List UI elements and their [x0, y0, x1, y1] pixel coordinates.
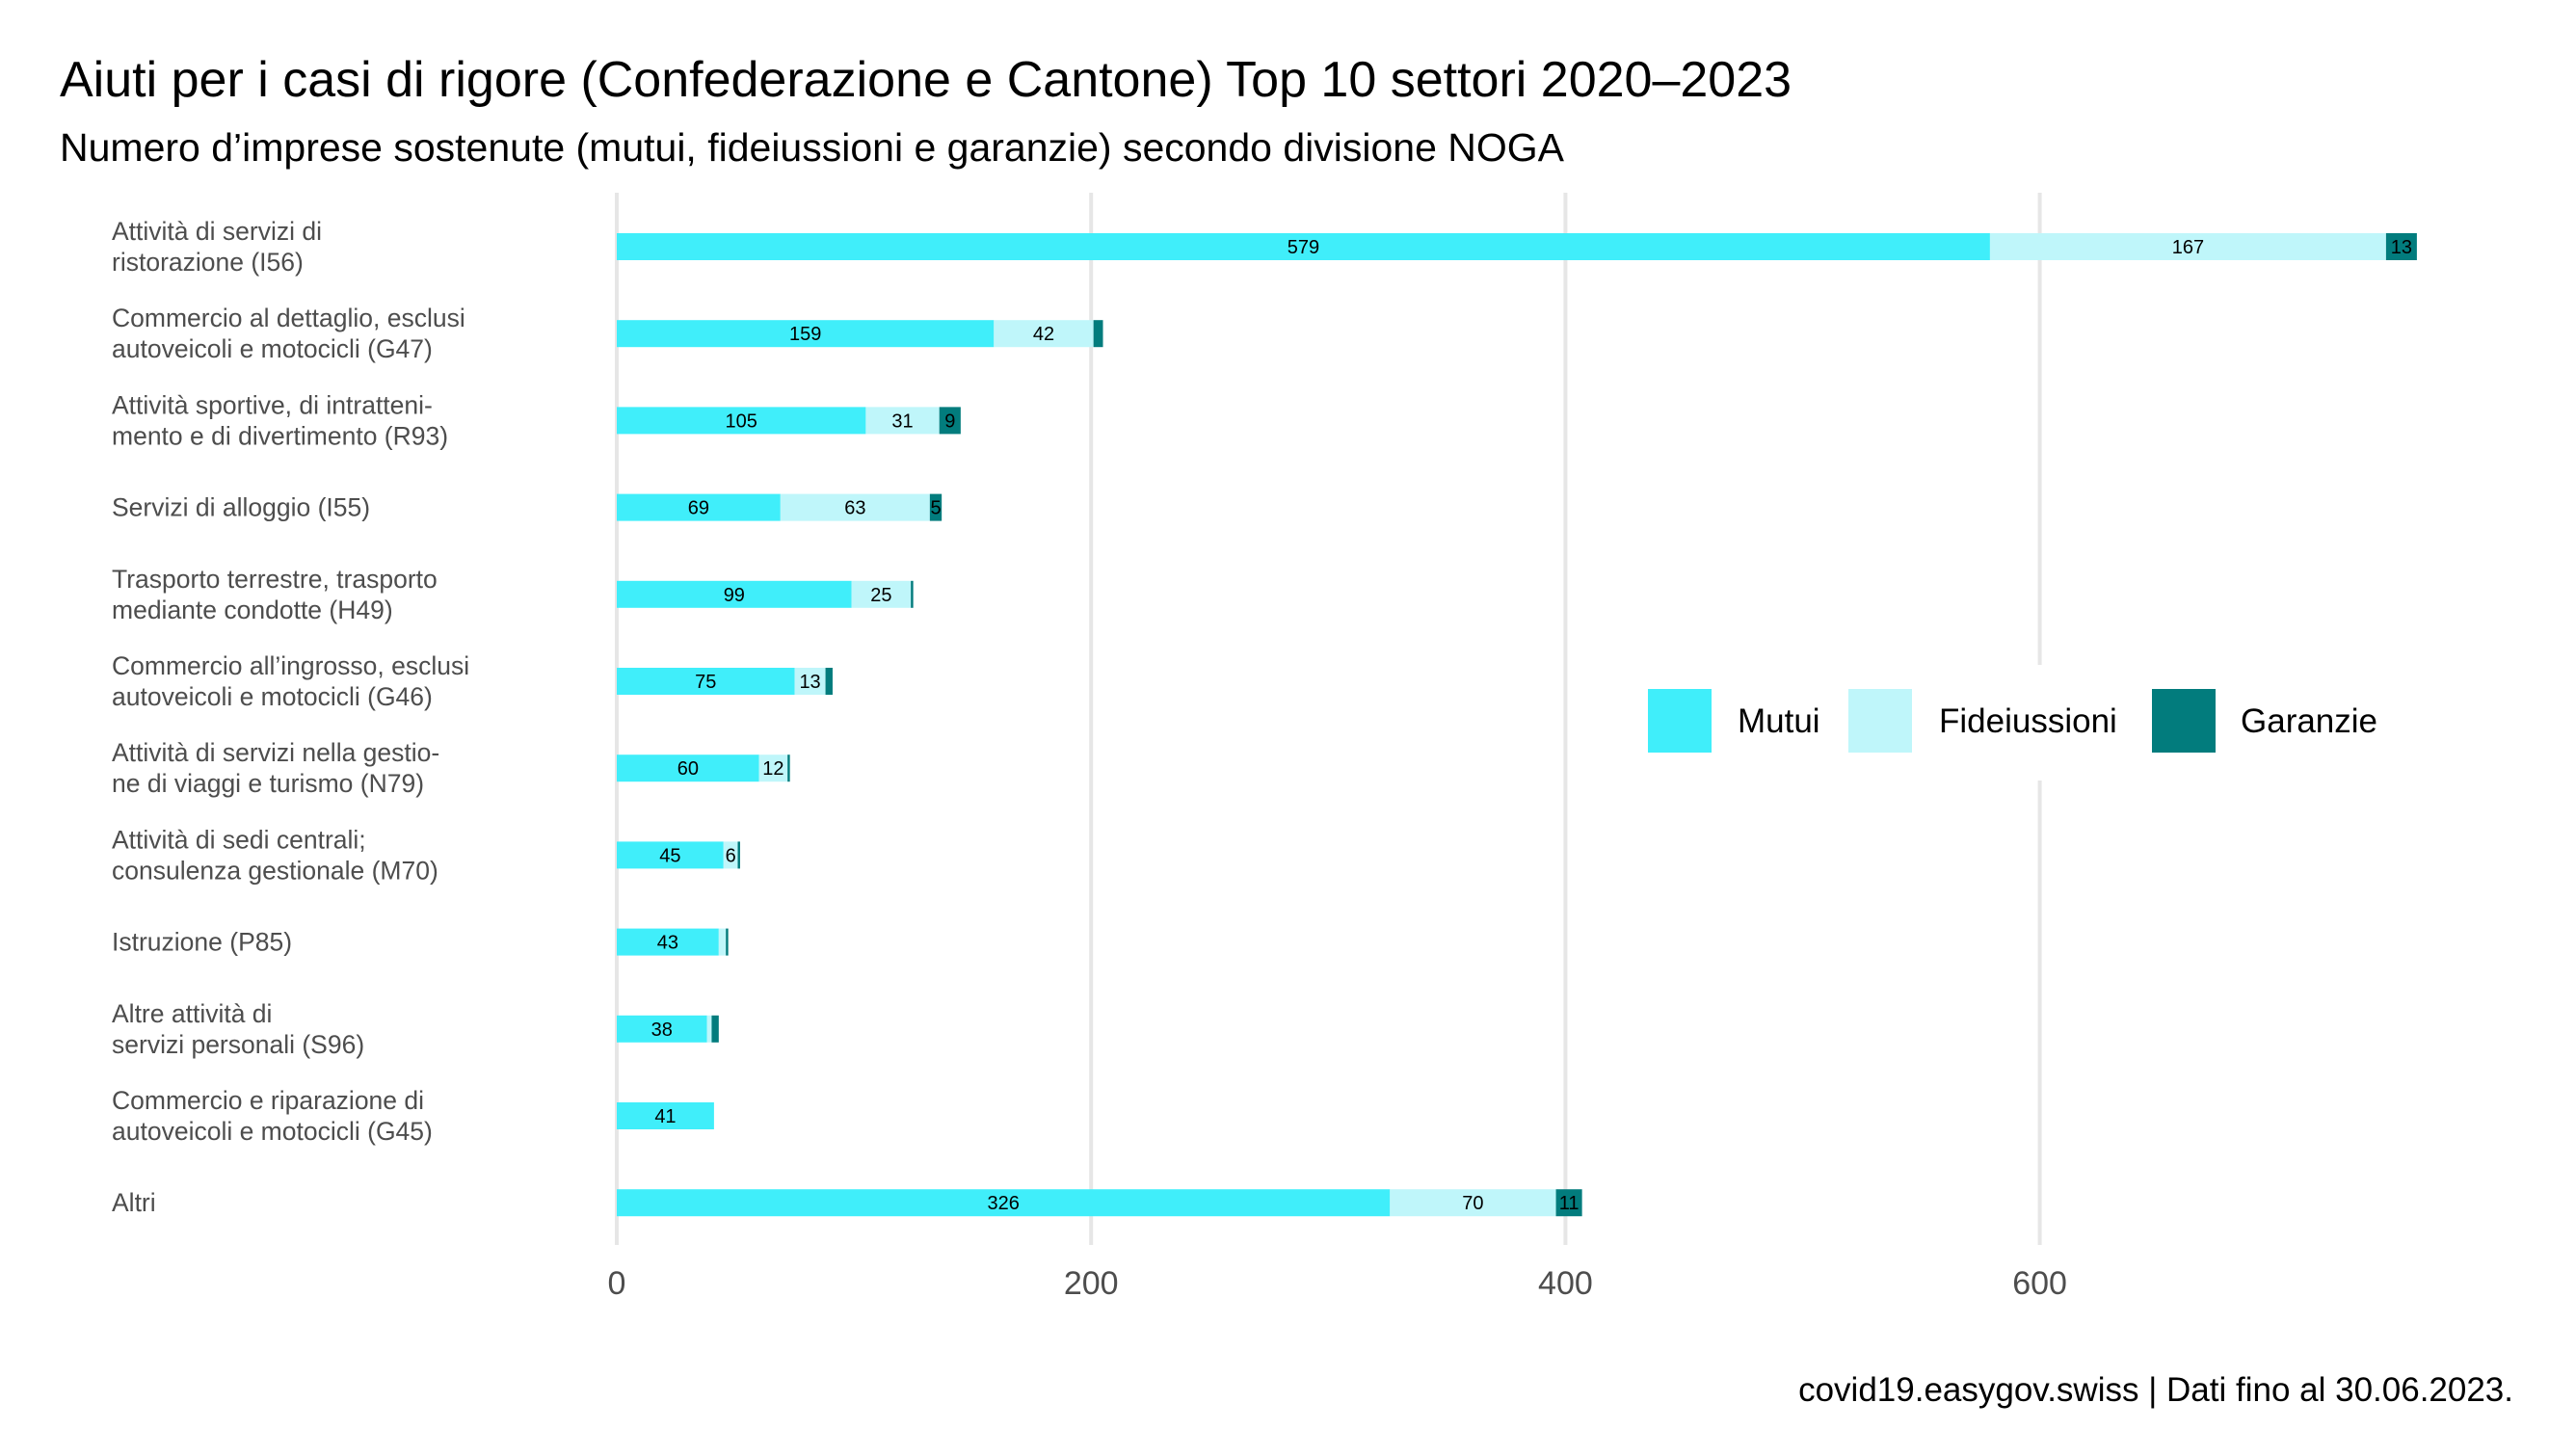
bar-label-mutui-2: 105	[726, 410, 757, 432]
bar-garanzie-4	[911, 580, 914, 608]
category-label-2: Attività sportive, di intratteni-mento e…	[112, 390, 448, 450]
legend-background	[1619, 665, 2409, 781]
bar-mutui-11	[617, 1189, 1391, 1217]
bar-mutui-9	[617, 1015, 707, 1043]
category-label-3: Servizi di alloggio (I55)	[112, 493, 370, 522]
bar-label-mutui-11: 326	[987, 1193, 1019, 1214]
category-label-5: Commercio all’ingrosso, esclusi autoveico…	[112, 651, 469, 711]
bar-label-fideiussioni-2: 31	[891, 410, 913, 432]
x-tick-label-200: 200	[1064, 1265, 1119, 1302]
bar-mutui-10	[617, 1102, 714, 1129]
category-label-10: Commercio e riparazione di autoveicoli e …	[112, 1086, 433, 1146]
x-tick-label-600: 600	[2012, 1265, 2067, 1302]
bar-label-mutui-9: 38	[651, 1019, 673, 1041]
bar-mutui-8	[617, 928, 719, 956]
bars: 579 167 13 159 42 105 31 9 69 63 5 99 25 75 13 60 12 45 6 4…	[617, 233, 2417, 1217]
bar-fideiussioni-9	[706, 1015, 712, 1043]
bar-fideiussioni-8	[718, 928, 727, 956]
bar-label-fideiussioni-7: 6	[726, 845, 736, 866]
bar-mutui-5	[617, 668, 795, 695]
bar-label-fideiussioni-1: 42	[1033, 324, 1054, 345]
source-caption: covid19.easygov.swiss | Dati fino al 30.…	[1798, 1371, 2513, 1409]
bar-label-mutui-7: 45	[659, 845, 680, 866]
legend-label-garanzie: Garanzie	[2241, 702, 2377, 740]
bar-garanzie-0	[2385, 233, 2417, 260]
x-tick-label-400: 400	[1538, 1265, 1593, 1302]
category-label-11: Altri	[112, 1188, 156, 1217]
bar-garanzie-7	[737, 841, 740, 869]
x-axis-ticks: 0 200 400 600	[608, 1265, 2067, 1302]
bar-mutui-4	[617, 580, 852, 608]
bar-label-mutui-1: 159	[789, 324, 821, 345]
bar-label-garanzie-11: 11	[1559, 1193, 1580, 1214]
bar-label-fideiussioni-0: 167	[2172, 237, 2204, 258]
chart-title: Aiuti per i casi di rigore (Confederazio…	[60, 52, 1792, 108]
bar-mutui-1	[617, 320, 995, 348]
bar-label-mutui-0: 579	[1288, 237, 1319, 258]
bar-fideiussioni-0	[1989, 233, 2386, 260]
bar-garanzie-9	[711, 1015, 719, 1043]
bar-label-mutui-5: 75	[695, 672, 716, 693]
legend-key-fideiussioni	[1848, 689, 1912, 753]
bar-label-garanzie-2: 9	[944, 410, 955, 432]
bar-label-mutui-10: 41	[654, 1106, 676, 1127]
bar-fideiussioni-5	[794, 668, 826, 695]
chart-subtitle: Numero d’imprese sostenute (mutui, fidei…	[60, 125, 1565, 170]
category-label-0: Attività di servizi di ristorazione (I56)	[112, 217, 322, 277]
category-label-8: Istruzione (P85)	[112, 928, 292, 957]
bar-garanzie-2	[939, 407, 961, 435]
bar-label-garanzie-0: 13	[2391, 237, 2412, 258]
category-label-4: Trasporto terrestre, trasporto mediante c…	[112, 565, 438, 624]
bar-garanzie-1	[1093, 320, 1103, 348]
bar-fideiussioni-2	[865, 407, 940, 435]
category-labels: Attività di servizi di ristorazione (I56)…	[112, 217, 469, 1217]
bar-fideiussioni-1	[994, 320, 1094, 348]
category-label-7: Attività di sedi centrali; consulenza ges…	[112, 825, 438, 885]
category-label-9: Altre attività di servizi personali (S96)	[112, 999, 364, 1059]
bar-label-fideiussioni-3: 63	[844, 498, 865, 519]
bar-fideiussioni-3	[780, 493, 930, 521]
legend-label-mutui: Mutui	[1738, 702, 1820, 740]
bar-mutui-3	[617, 493, 781, 521]
bar-garanzie-3	[929, 493, 943, 521]
legend: Mutui Fideiussioni Garanzie	[1619, 665, 2409, 781]
bar-garanzie-5	[825, 668, 833, 695]
bar-mutui-6	[617, 754, 759, 782]
bar-mutui-0	[617, 233, 1990, 260]
bar-label-garanzie-3: 5	[930, 498, 941, 519]
category-label-1: Commercio al dettaglio, esclusi autoveico…	[112, 304, 465, 363]
bar-label-mutui-4: 99	[724, 585, 745, 606]
bar-fideiussioni-6	[758, 754, 788, 782]
bar-mutui-2	[617, 407, 866, 435]
bar-label-fideiussioni-4: 25	[870, 585, 891, 606]
bar-label-mutui-6: 60	[677, 758, 699, 780]
legend-label-fideiussioni: Fideiussioni	[1939, 702, 2117, 740]
bar-label-fideiussioni-5: 13	[799, 672, 820, 693]
bar-garanzie-6	[787, 754, 790, 782]
bar-fideiussioni-11	[1390, 1189, 1556, 1217]
bar-label-fideiussioni-11: 70	[1462, 1193, 1483, 1214]
category-label-6: Attività di servizi nella gestio-ne di v…	[112, 738, 439, 798]
bar-fideiussioni-4	[851, 580, 912, 608]
bar-fideiussioni-7	[723, 841, 738, 869]
bar-label-mutui-8: 43	[657, 933, 678, 954]
bar-label-mutui-3: 69	[688, 498, 709, 519]
bar-mutui-7	[617, 841, 724, 869]
legend-key-mutui	[1648, 689, 1712, 753]
x-tick-label-0: 0	[608, 1265, 626, 1302]
bar-label-fideiussioni-6: 12	[762, 758, 783, 780]
bar-garanzie-11	[1555, 1189, 1582, 1217]
bar-garanzie-8	[726, 928, 729, 956]
legend-key-garanzie	[2152, 689, 2216, 753]
